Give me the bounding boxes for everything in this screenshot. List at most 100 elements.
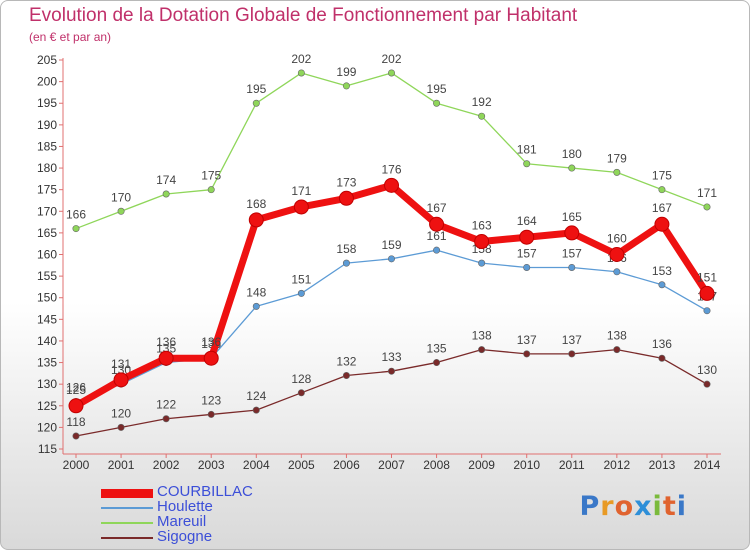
data-point-courbillac bbox=[203, 350, 219, 366]
legend-item: Sigogne bbox=[101, 528, 321, 545]
data-point-houlette bbox=[478, 259, 486, 267]
y-tick-label: 125 bbox=[37, 399, 57, 413]
data-point-houlette bbox=[658, 281, 666, 289]
data-point-houlette bbox=[613, 268, 621, 276]
x-tick-label: 2012 bbox=[604, 458, 631, 472]
y-tick-label: 150 bbox=[37, 291, 57, 305]
data-point-sigogne bbox=[162, 415, 170, 423]
data-label-mareuil: 171 bbox=[697, 186, 717, 200]
x-tick-label: 2006 bbox=[333, 458, 360, 472]
x-tick-label: 2005 bbox=[288, 458, 315, 472]
data-point-sigogne bbox=[207, 410, 215, 418]
data-label-courbillac: 131 bbox=[111, 357, 131, 371]
chart-subtitle: (en € et par an) bbox=[29, 30, 112, 44]
data-point-mareuil bbox=[207, 186, 215, 194]
data-point-mareuil bbox=[297, 69, 305, 77]
data-label-sigogne: 135 bbox=[427, 342, 447, 356]
data-label-houlette: 161 bbox=[427, 229, 447, 243]
proxiti-logo: Proxiti bbox=[579, 491, 687, 522]
data-point-courbillac bbox=[293, 199, 309, 215]
data-point-mareuil bbox=[703, 203, 711, 211]
data-point-sigogne bbox=[72, 432, 80, 440]
data-label-courbillac: 164 bbox=[517, 214, 537, 228]
y-tick-label: 180 bbox=[37, 161, 57, 175]
data-point-sigogne bbox=[252, 406, 260, 414]
legend-item: COURBILLAC bbox=[101, 483, 321, 500]
data-point-sigogne bbox=[658, 354, 666, 362]
data-label-mareuil: 195 bbox=[427, 82, 447, 96]
data-point-houlette bbox=[568, 263, 576, 271]
y-tick-label: 140 bbox=[37, 334, 57, 348]
legend-label: Mareuil bbox=[157, 513, 207, 530]
data-point-mareuil bbox=[433, 99, 441, 107]
data-label-sigogne: 124 bbox=[246, 389, 266, 403]
legend-swatch bbox=[101, 507, 153, 509]
data-point-houlette bbox=[703, 307, 711, 315]
data-point-courbillac bbox=[248, 212, 264, 228]
data-point-courbillac bbox=[654, 216, 670, 232]
y-tick-label: 120 bbox=[37, 420, 57, 434]
data-label-houlette: 158 bbox=[336, 242, 356, 256]
data-label-mareuil: 195 bbox=[246, 82, 266, 96]
chart-title: Evolution de la Dotation Globale de Fonc… bbox=[29, 5, 578, 26]
data-point-mareuil bbox=[72, 225, 80, 233]
data-label-courbillac: 167 bbox=[652, 201, 672, 215]
data-point-courbillac bbox=[609, 247, 625, 262]
data-point-sigogne bbox=[478, 346, 486, 354]
y-tick-label: 205 bbox=[37, 53, 57, 67]
y-tick-label: 135 bbox=[37, 356, 57, 370]
y-tick-label: 185 bbox=[37, 139, 57, 153]
data-point-houlette bbox=[342, 259, 350, 267]
data-point-houlette bbox=[252, 302, 260, 310]
legend-label: Sigogne bbox=[157, 528, 213, 545]
data-point-sigogne bbox=[568, 350, 576, 358]
data-point-mareuil bbox=[252, 99, 260, 107]
data-point-courbillac bbox=[519, 229, 535, 245]
chart-legend: COURBILLAC Houlette Mareuil Sigogne bbox=[101, 483, 321, 545]
data-label-sigogne: 120 bbox=[111, 406, 131, 420]
data-label-sigogne: 137 bbox=[562, 333, 582, 347]
data-point-mareuil bbox=[523, 160, 531, 168]
data-point-sigogne bbox=[613, 346, 621, 354]
data-label-mareuil: 175 bbox=[201, 169, 221, 183]
data-label-mareuil: 179 bbox=[607, 151, 627, 165]
data-label-sigogne: 137 bbox=[517, 333, 537, 347]
legend-swatch bbox=[101, 537, 153, 539]
data-label-courbillac: 167 bbox=[427, 201, 447, 215]
data-label-sigogne: 136 bbox=[652, 337, 672, 351]
legend-swatch bbox=[101, 488, 153, 498]
y-tick-label: 160 bbox=[37, 248, 57, 262]
data-label-mareuil: 170 bbox=[111, 190, 131, 204]
y-tick-label: 175 bbox=[37, 183, 57, 197]
legend-item: Mareuil bbox=[101, 513, 321, 530]
x-tick-label: 2011 bbox=[559, 458, 585, 472]
data-label-mareuil: 180 bbox=[562, 147, 582, 161]
data-label-mareuil: 192 bbox=[472, 95, 492, 109]
data-point-mareuil bbox=[658, 186, 666, 194]
data-label-houlette: 153 bbox=[652, 264, 672, 278]
x-tick-label: 2009 bbox=[468, 458, 495, 472]
data-label-sigogne: 133 bbox=[381, 350, 401, 364]
data-label-sigogne: 138 bbox=[472, 329, 492, 343]
x-tick-label: 2014 bbox=[694, 458, 721, 472]
data-label-courbillac: 176 bbox=[381, 162, 401, 176]
data-label-sigogne: 138 bbox=[607, 329, 627, 343]
x-tick-label: 2004 bbox=[243, 458, 270, 472]
data-label-houlette: 148 bbox=[246, 285, 266, 299]
data-label-houlette: 159 bbox=[381, 238, 401, 252]
data-label-houlette: 151 bbox=[291, 272, 311, 286]
data-point-mareuil bbox=[568, 164, 576, 172]
data-point-courbillac bbox=[68, 398, 84, 414]
data-point-courbillac bbox=[158, 350, 174, 366]
data-label-houlette: 157 bbox=[517, 246, 537, 260]
data-point-courbillac bbox=[338, 190, 354, 206]
data-point-courbillac bbox=[699, 285, 715, 301]
data-label-courbillac: 125 bbox=[66, 383, 86, 397]
data-point-courbillac bbox=[384, 177, 399, 193]
legend-label: COURBILLAC bbox=[157, 483, 253, 500]
data-label-courbillac: 160 bbox=[607, 232, 627, 246]
data-label-sigogne: 130 bbox=[697, 363, 717, 377]
y-tick-label: 195 bbox=[37, 96, 57, 110]
